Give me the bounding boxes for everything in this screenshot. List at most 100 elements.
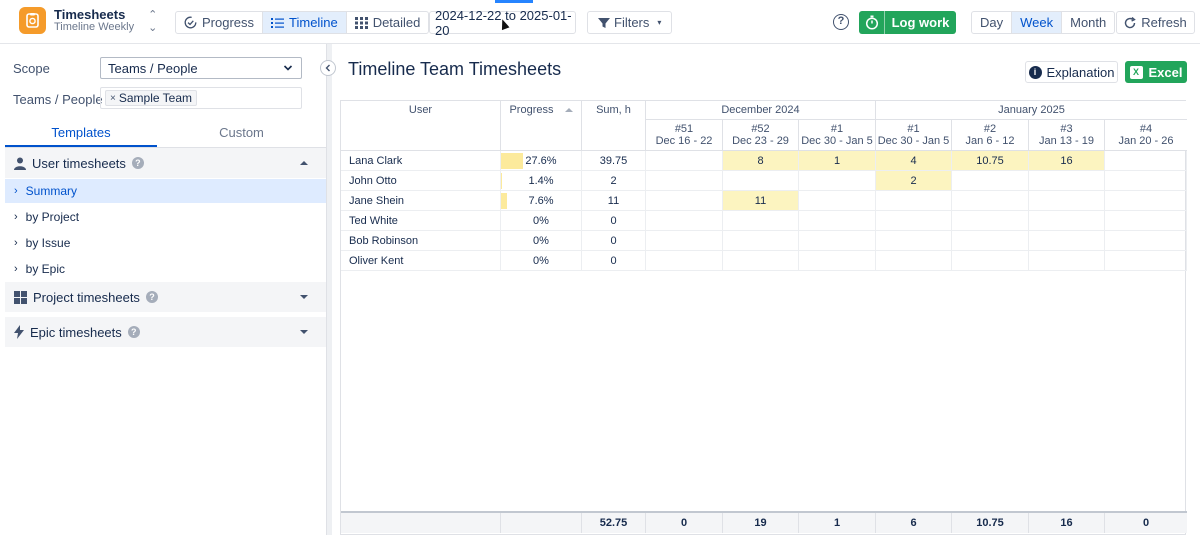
week-hours-cell[interactable]: 2	[876, 171, 952, 191]
sum-cell: 11	[582, 191, 646, 211]
progress-cell: 27.6%	[501, 151, 582, 171]
help-icon[interactable]: ?	[131, 157, 144, 169]
sidebar-item-by-issue[interactable]: › by Issue	[5, 231, 326, 255]
progress-value: 0%	[533, 215, 549, 227]
week-number: #52	[751, 123, 770, 135]
week-hours-cell	[1105, 171, 1187, 191]
progress-cell: 0%	[501, 231, 582, 251]
user-name-cell[interactable]: Oliver Kent	[341, 251, 501, 271]
collapse-sidebar-button[interactable]	[320, 60, 336, 76]
panel-resizer[interactable]	[326, 44, 332, 535]
tab-custom[interactable]: Custom	[219, 125, 264, 140]
week-hours-cell	[876, 231, 952, 251]
week-hours-cell	[1105, 151, 1187, 171]
user-name-cell[interactable]: John Otto	[341, 171, 501, 191]
week-hours-cell	[646, 191, 723, 211]
app-title: Timesheets	[54, 6, 126, 22]
view-timeline-button[interactable]: Timeline	[263, 12, 347, 33]
header-progress[interactable]: Progress	[501, 101, 582, 151]
progress-value: 1.4%	[528, 175, 554, 187]
progress-cell: 0%	[501, 211, 582, 231]
filters-button[interactable]: Filters ▾	[587, 11, 672, 34]
sort-up-icon	[564, 108, 573, 112]
explanation-label: Explanation	[1046, 64, 1115, 80]
user-name-cell[interactable]: Lana Clark	[341, 151, 501, 171]
sidebar-item-by-project[interactable]: › by Project	[5, 205, 326, 229]
sidebar-item-label: by Project	[25, 210, 80, 224]
sum-cell: 0	[582, 231, 646, 251]
week-hours-cell	[646, 171, 723, 191]
totals-sum-cell: 52.75	[582, 513, 646, 533]
chevron-right-icon: ›	[14, 263, 18, 275]
lightning-icon	[14, 325, 24, 339]
sidebar-item-summary[interactable]: › Summary	[5, 179, 326, 203]
project-timesheets-section[interactable]: Project timesheets ?	[5, 282, 326, 312]
totals-progress-cell	[501, 513, 582, 533]
header-month-december: December 2024	[646, 101, 876, 120]
user-name-cell[interactable]: Bob Robinson	[341, 231, 501, 251]
week-hours-cell	[952, 191, 1029, 211]
week-range: Dec 23 - 29	[732, 135, 789, 147]
week-hours-cell	[1105, 191, 1187, 211]
week-number: #51	[674, 123, 694, 135]
week-range: Jan 13 - 19	[1038, 135, 1095, 147]
week-number: #1	[907, 123, 920, 135]
week-hours-cell[interactable]: 1	[799, 151, 876, 171]
user-name-cell[interactable]: Jane Shein	[341, 191, 501, 211]
log-work-label: Log work	[891, 15, 950, 30]
user-timesheets-section[interactable]: User timesheets ?	[5, 148, 326, 178]
header-sum[interactable]: Sum, h	[582, 101, 646, 151]
week-hours-cell	[723, 251, 799, 271]
refresh-icon	[1125, 16, 1137, 28]
chevron-up-down-icon[interactable]: ⌃ ⌄	[148, 8, 158, 34]
scope-select[interactable]: Teams / People	[100, 57, 302, 79]
header-week: #4 Jan 20 - 26	[1105, 120, 1187, 151]
excel-export-button[interactable]: X Excel	[1125, 61, 1187, 83]
remove-tag-icon[interactable]: ×	[110, 92, 116, 104]
view-detailed-button[interactable]: Detailed	[347, 12, 429, 33]
week-hours-cell[interactable]: 11	[723, 191, 799, 211]
project-timesheets-label: Project timesheets	[33, 289, 140, 305]
view-detailed-label: Detailed	[372, 15, 421, 30]
tab-templates[interactable]: Templates	[5, 124, 157, 147]
timesheets-logo-icon	[19, 7, 46, 34]
sum-cell: 0	[582, 251, 646, 271]
period-week-button[interactable]: Week	[1012, 12, 1063, 33]
sidebar-item-label: Summary	[25, 184, 78, 198]
date-range-input[interactable]: 2024-12-22 to 2025-01-20	[429, 8, 576, 38]
view-progress-button[interactable]: Progress	[176, 12, 264, 33]
sidebar-tabs: Templates Custom	[5, 124, 326, 148]
week-hours-cell	[876, 211, 952, 231]
user-timesheets-label: User timesheets	[32, 155, 126, 171]
user-name-cell[interactable]: Ted White	[341, 211, 501, 231]
refresh-button[interactable]: Refresh	[1116, 11, 1195, 34]
progress-value: 0%	[533, 255, 549, 267]
week-number: #4	[1139, 123, 1153, 135]
totals-user-cell	[341, 513, 501, 533]
help-icon[interactable]: ?	[833, 14, 849, 30]
header-week: #1 Dec 30 - Jan 5	[799, 120, 876, 151]
header-week: #1 Dec 30 - Jan 5	[876, 120, 952, 151]
help-icon[interactable]: ?	[145, 291, 158, 303]
period-day-button[interactable]: Day	[972, 12, 1013, 33]
progress-bar	[501, 153, 523, 169]
app-switcher[interactable]: Timesheets Timeline Weekly ⌃ ⌄	[19, 7, 157, 34]
week-hours-cell	[876, 191, 952, 211]
header-user[interactable]: User	[341, 101, 501, 151]
period-month-button[interactable]: Month	[1070, 15, 1107, 30]
week-hours-cell	[952, 211, 1029, 231]
week-hours-cell[interactable]: 8	[723, 151, 799, 171]
sidebar-item-by-epic[interactable]: › by Epic	[5, 257, 326, 281]
totals-week-cell: 0	[646, 513, 723, 533]
week-hours-cell[interactable]: 16	[1029, 151, 1105, 171]
explanation-button[interactable]: i Explanation	[1025, 61, 1118, 83]
week-hours-cell[interactable]: 10.75	[952, 151, 1029, 171]
log-work-button[interactable]: Log work	[859, 11, 956, 34]
teams-people-input[interactable]: × Sample Team	[100, 87, 302, 109]
header-month-january: January 2025	[876, 101, 1187, 120]
help-icon[interactable]: ?	[127, 326, 140, 338]
sidebar-item-label: by Epic	[25, 262, 66, 276]
week-hours-cell[interactable]: 4	[876, 151, 952, 171]
totals-week-cell: 1	[799, 513, 876, 533]
epic-timesheets-section[interactable]: Epic timesheets ?	[5, 317, 326, 347]
